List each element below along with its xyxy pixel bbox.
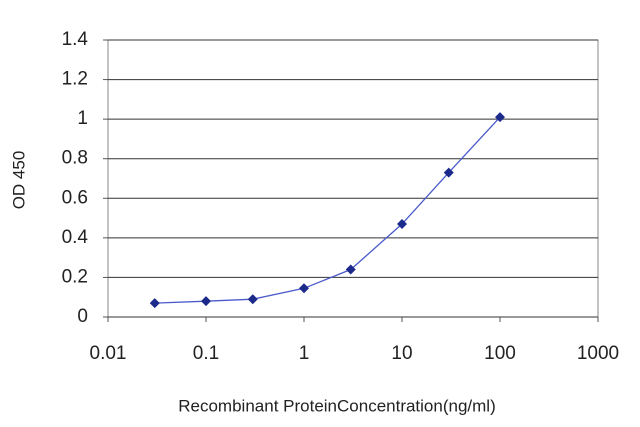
y-tick-label: 1.2 (62, 69, 88, 90)
y-tick-label: 1.4 (62, 29, 89, 50)
y-tick-label: 0.8 (62, 148, 88, 169)
data-point (247, 294, 258, 305)
data-point (201, 296, 211, 307)
x-tick-label: 0.1 (193, 343, 219, 364)
data-point (299, 283, 309, 294)
x-tick-label: 100 (484, 343, 516, 364)
y-axis-title: OD 450 (9, 151, 28, 210)
y-tick-label: 0 (77, 306, 88, 327)
data-point (443, 167, 454, 178)
x-tick-label: 10 (391, 343, 412, 364)
plot-frame (107, 39, 599, 318)
y-tick-label: 1 (77, 108, 88, 129)
y-tick-label: 0.2 (62, 266, 88, 287)
data-point (345, 264, 356, 275)
y-tick-label: 0.4 (62, 227, 89, 248)
data-line (154, 116, 501, 304)
x-tick-label: 1 (299, 343, 310, 364)
data-point (397, 219, 407, 230)
x-tick-label: 1000 (577, 343, 619, 364)
data-point (149, 298, 160, 309)
data-point (495, 112, 505, 123)
x-axis-title: Recombinant ProteinConcentration(ng/ml) (178, 396, 496, 415)
x-tick-label: 0.01 (90, 343, 127, 364)
y-tick-label: 0.6 (62, 187, 88, 208)
